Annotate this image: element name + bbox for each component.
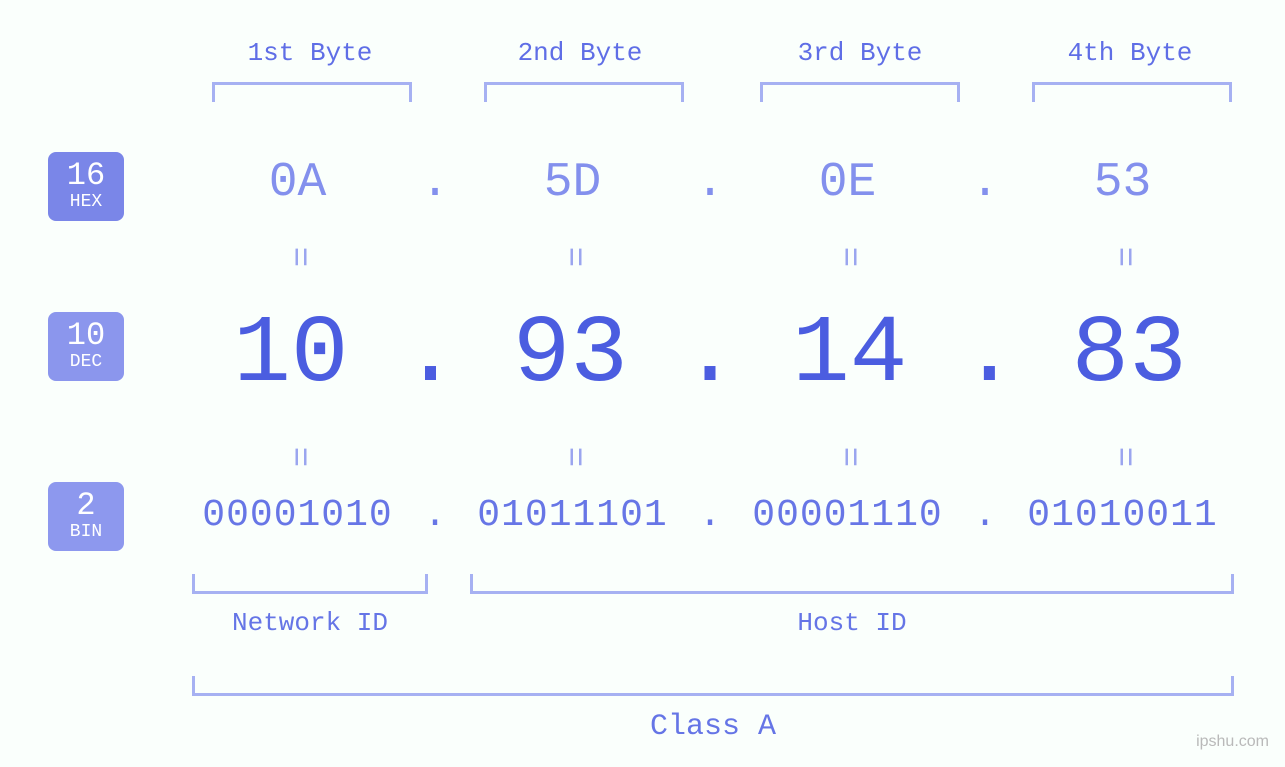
hex-row: 0A . 5D . 0E . 53	[180, 156, 1240, 210]
badge-hex: 16 HEX	[48, 152, 124, 221]
byte-header-1: 1st Byte	[210, 38, 410, 68]
dot: .	[690, 494, 730, 537]
bin-byte-4: 01010011	[1005, 494, 1240, 537]
badge-bin-label: BIN	[48, 523, 124, 543]
class-bracket	[192, 676, 1234, 696]
badge-bin: 2 BIN	[48, 482, 124, 551]
badge-hex-base: 16	[48, 158, 124, 193]
top-bracket-3	[760, 82, 960, 102]
dot: .	[965, 156, 1005, 210]
badge-dec: 10 DEC	[48, 312, 124, 381]
class-label: Class A	[192, 710, 1234, 744]
host-id-label: Host ID	[470, 608, 1234, 638]
network-id-bracket	[192, 574, 428, 594]
ip-diagram: 16 HEX 10 DEC 2 BIN 1st Byte 2nd Byte 3r…	[0, 0, 1285, 767]
dot: .	[415, 494, 455, 537]
dot: .	[402, 300, 460, 409]
dot: .	[415, 156, 455, 210]
top-bracket-4	[1032, 82, 1232, 102]
bin-byte-3: 00001110	[730, 494, 965, 537]
badge-bin-base: 2	[48, 488, 124, 523]
byte-header-4: 4th Byte	[1030, 38, 1230, 68]
equals-icon: =	[829, 340, 867, 575]
bin-byte-1: 00001010	[180, 494, 415, 537]
badge-dec-label: DEC	[48, 353, 124, 373]
top-bracket-1	[212, 82, 412, 102]
dot: .	[965, 494, 1005, 537]
network-id-label: Network ID	[192, 608, 428, 638]
top-bracket-2	[484, 82, 684, 102]
dot: .	[961, 300, 1019, 409]
bin-byte-2: 01011101	[455, 494, 690, 537]
byte-header-2: 2nd Byte	[480, 38, 680, 68]
dot: .	[690, 156, 730, 210]
badge-dec-base: 10	[48, 318, 124, 353]
equals-icon: =	[1104, 340, 1142, 575]
equals-row-2: = = = =	[180, 438, 1240, 476]
badge-hex-label: HEX	[48, 193, 124, 213]
byte-header-3: 3rd Byte	[760, 38, 960, 68]
equals-icon: =	[279, 340, 317, 575]
dec-row: 10 . 93 . 14 . 83	[180, 300, 1240, 409]
host-id-bracket	[470, 574, 1234, 594]
equals-row-1: = = = =	[180, 238, 1240, 276]
bin-row: 00001010 . 01011101 . 00001110 . 0101001…	[180, 494, 1240, 537]
dot: .	[681, 300, 739, 409]
watermark: ipshu.com	[1196, 733, 1269, 751]
equals-icon: =	[554, 340, 592, 575]
